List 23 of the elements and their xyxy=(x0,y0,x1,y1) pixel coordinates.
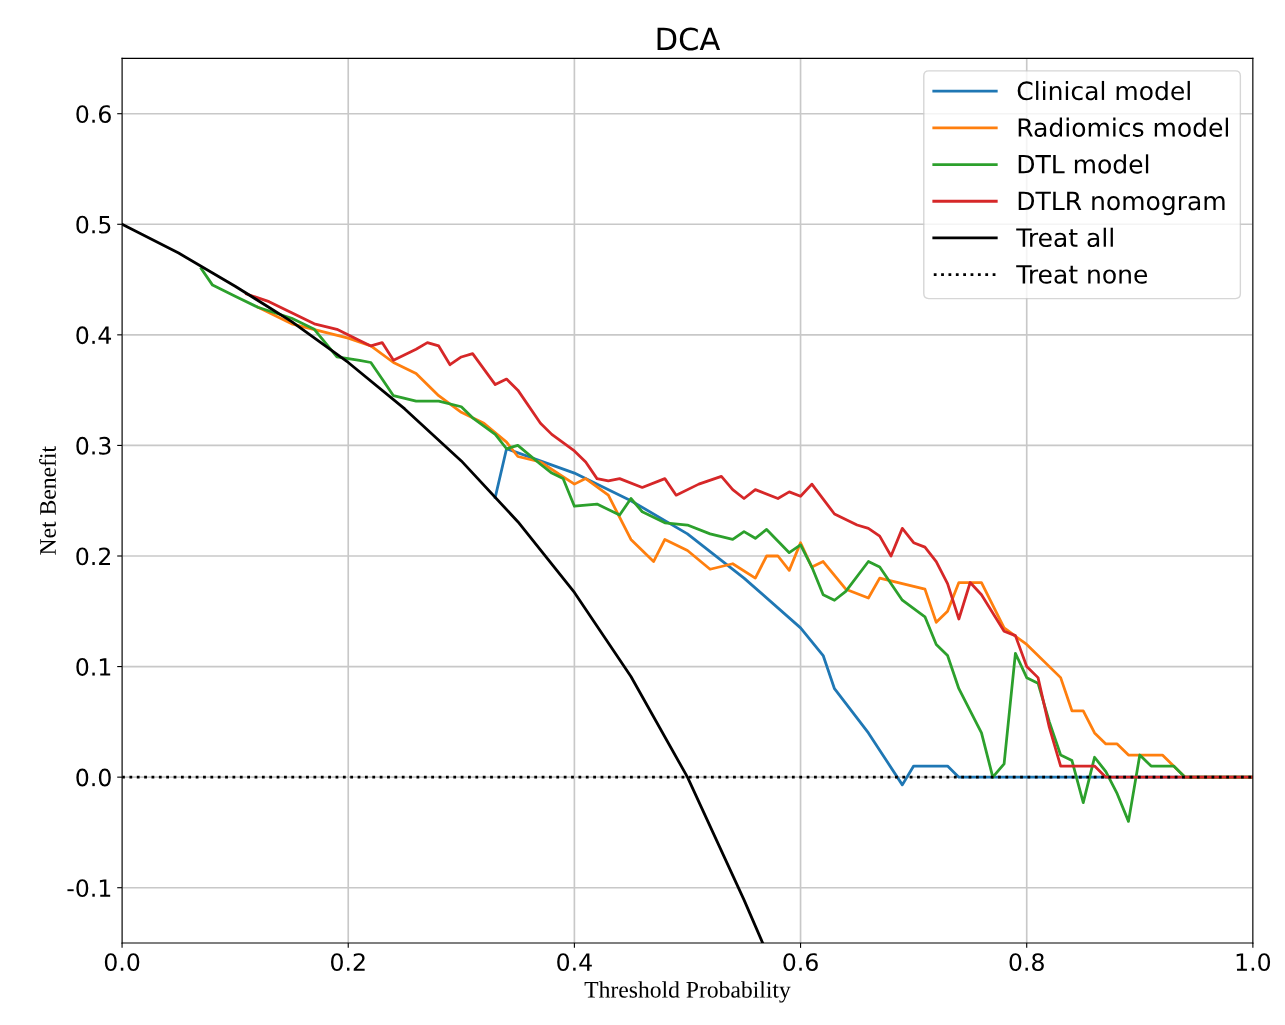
x-tick-label: 0.4 xyxy=(557,953,592,971)
y-tick-label: 0.6 xyxy=(76,105,111,124)
y-tick-label: 0.5 xyxy=(76,215,111,234)
legend-label: Radiomics model xyxy=(1018,117,1229,137)
legend-label: DTLR nomogram xyxy=(1018,191,1225,216)
y-tick-label: 0.4 xyxy=(76,326,112,345)
legend-label: DTL model xyxy=(1018,154,1149,174)
y-axis-title: Net Benefit xyxy=(39,446,56,555)
y-tick-label: 0.0 xyxy=(76,768,111,787)
y-tick-label: 0.2 xyxy=(76,547,110,566)
x-tick-label: 0.6 xyxy=(783,953,818,971)
y-tick-label: -0.1 xyxy=(67,879,111,898)
y-tick-label: 0.3 xyxy=(76,436,111,455)
x-tick-label: 0.2 xyxy=(331,953,365,971)
legend-label: Treat all xyxy=(1016,227,1113,248)
x-tick-label: 0.8 xyxy=(1009,953,1044,971)
x-tick-label: 0.0 xyxy=(104,953,140,971)
chart-title: DCA xyxy=(657,27,721,51)
y-tick-label: 0.1 xyxy=(76,658,111,676)
x-axis-title: Threshold Probability xyxy=(584,981,791,1003)
x-tick-label: 1.0 xyxy=(1236,953,1271,971)
legend-label: Clinical model xyxy=(1017,80,1190,101)
legend-label: Treat none xyxy=(1016,265,1148,284)
